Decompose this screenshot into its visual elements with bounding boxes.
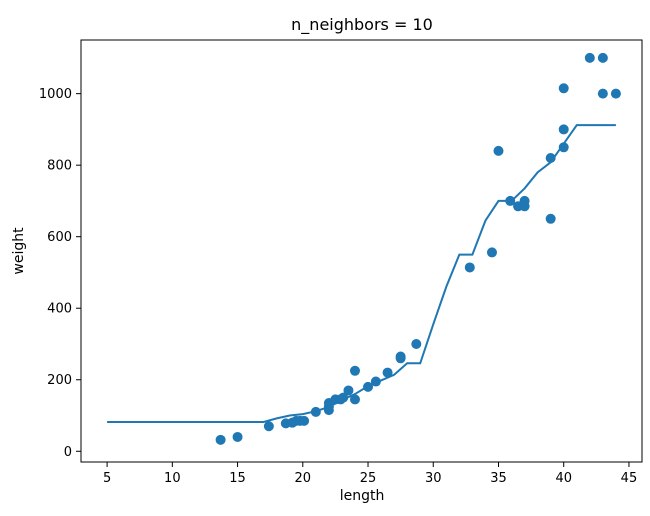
x-axis-ticks: 5 10 15 20 25 30 35 40 45 — [103, 462, 637, 486]
data-point — [558, 142, 569, 153]
data-point — [349, 394, 360, 405]
x-tick-label: 45 — [621, 471, 638, 486]
data-point — [597, 52, 608, 63]
x-tick-label: 20 — [295, 471, 312, 486]
x-tick-label: 40 — [555, 471, 572, 486]
data-point — [411, 338, 422, 349]
data-point — [395, 351, 406, 362]
y-tick-label: 400 — [47, 302, 72, 317]
y-tick-label: 800 — [47, 159, 72, 174]
x-tick-label: 25 — [360, 471, 377, 486]
y-tick-label: 600 — [47, 230, 72, 245]
y-tick-label: 1000 — [39, 87, 72, 102]
data-point — [597, 88, 608, 99]
prediction-line — [107, 124, 616, 423]
data-point — [382, 367, 393, 378]
data-point — [558, 124, 569, 135]
x-tick-label: 35 — [490, 471, 507, 486]
data-point — [464, 262, 475, 273]
y-axis-ticks: 0 200 400 600 800 1000 — [39, 87, 81, 460]
plot-marks — [107, 52, 621, 445]
data-point — [584, 52, 595, 63]
x-tick-label: 5 — [103, 471, 111, 486]
data-point — [349, 365, 360, 376]
data-point — [545, 153, 556, 164]
data-point — [610, 88, 621, 99]
y-tick-label: 200 — [47, 373, 72, 388]
y-axis-label: weight — [11, 227, 27, 275]
data-point — [263, 421, 274, 432]
chart-title: n_neighbors = 10 — [291, 15, 433, 35]
data-point — [519, 195, 530, 206]
x-tick-label: 10 — [164, 471, 181, 486]
data-point — [486, 247, 497, 258]
data-point — [299, 415, 310, 426]
y-tick-label: 0 — [64, 445, 72, 460]
data-point — [215, 434, 226, 445]
data-point — [493, 145, 504, 156]
data-point — [232, 431, 243, 442]
plot-frame — [80, 39, 643, 463]
data-point — [343, 385, 354, 396]
data-point — [545, 213, 556, 224]
x-tick-label: 15 — [229, 471, 246, 486]
data-point — [558, 83, 569, 94]
x-axis-label: length — [340, 488, 385, 504]
x-tick-label: 30 — [425, 471, 442, 486]
